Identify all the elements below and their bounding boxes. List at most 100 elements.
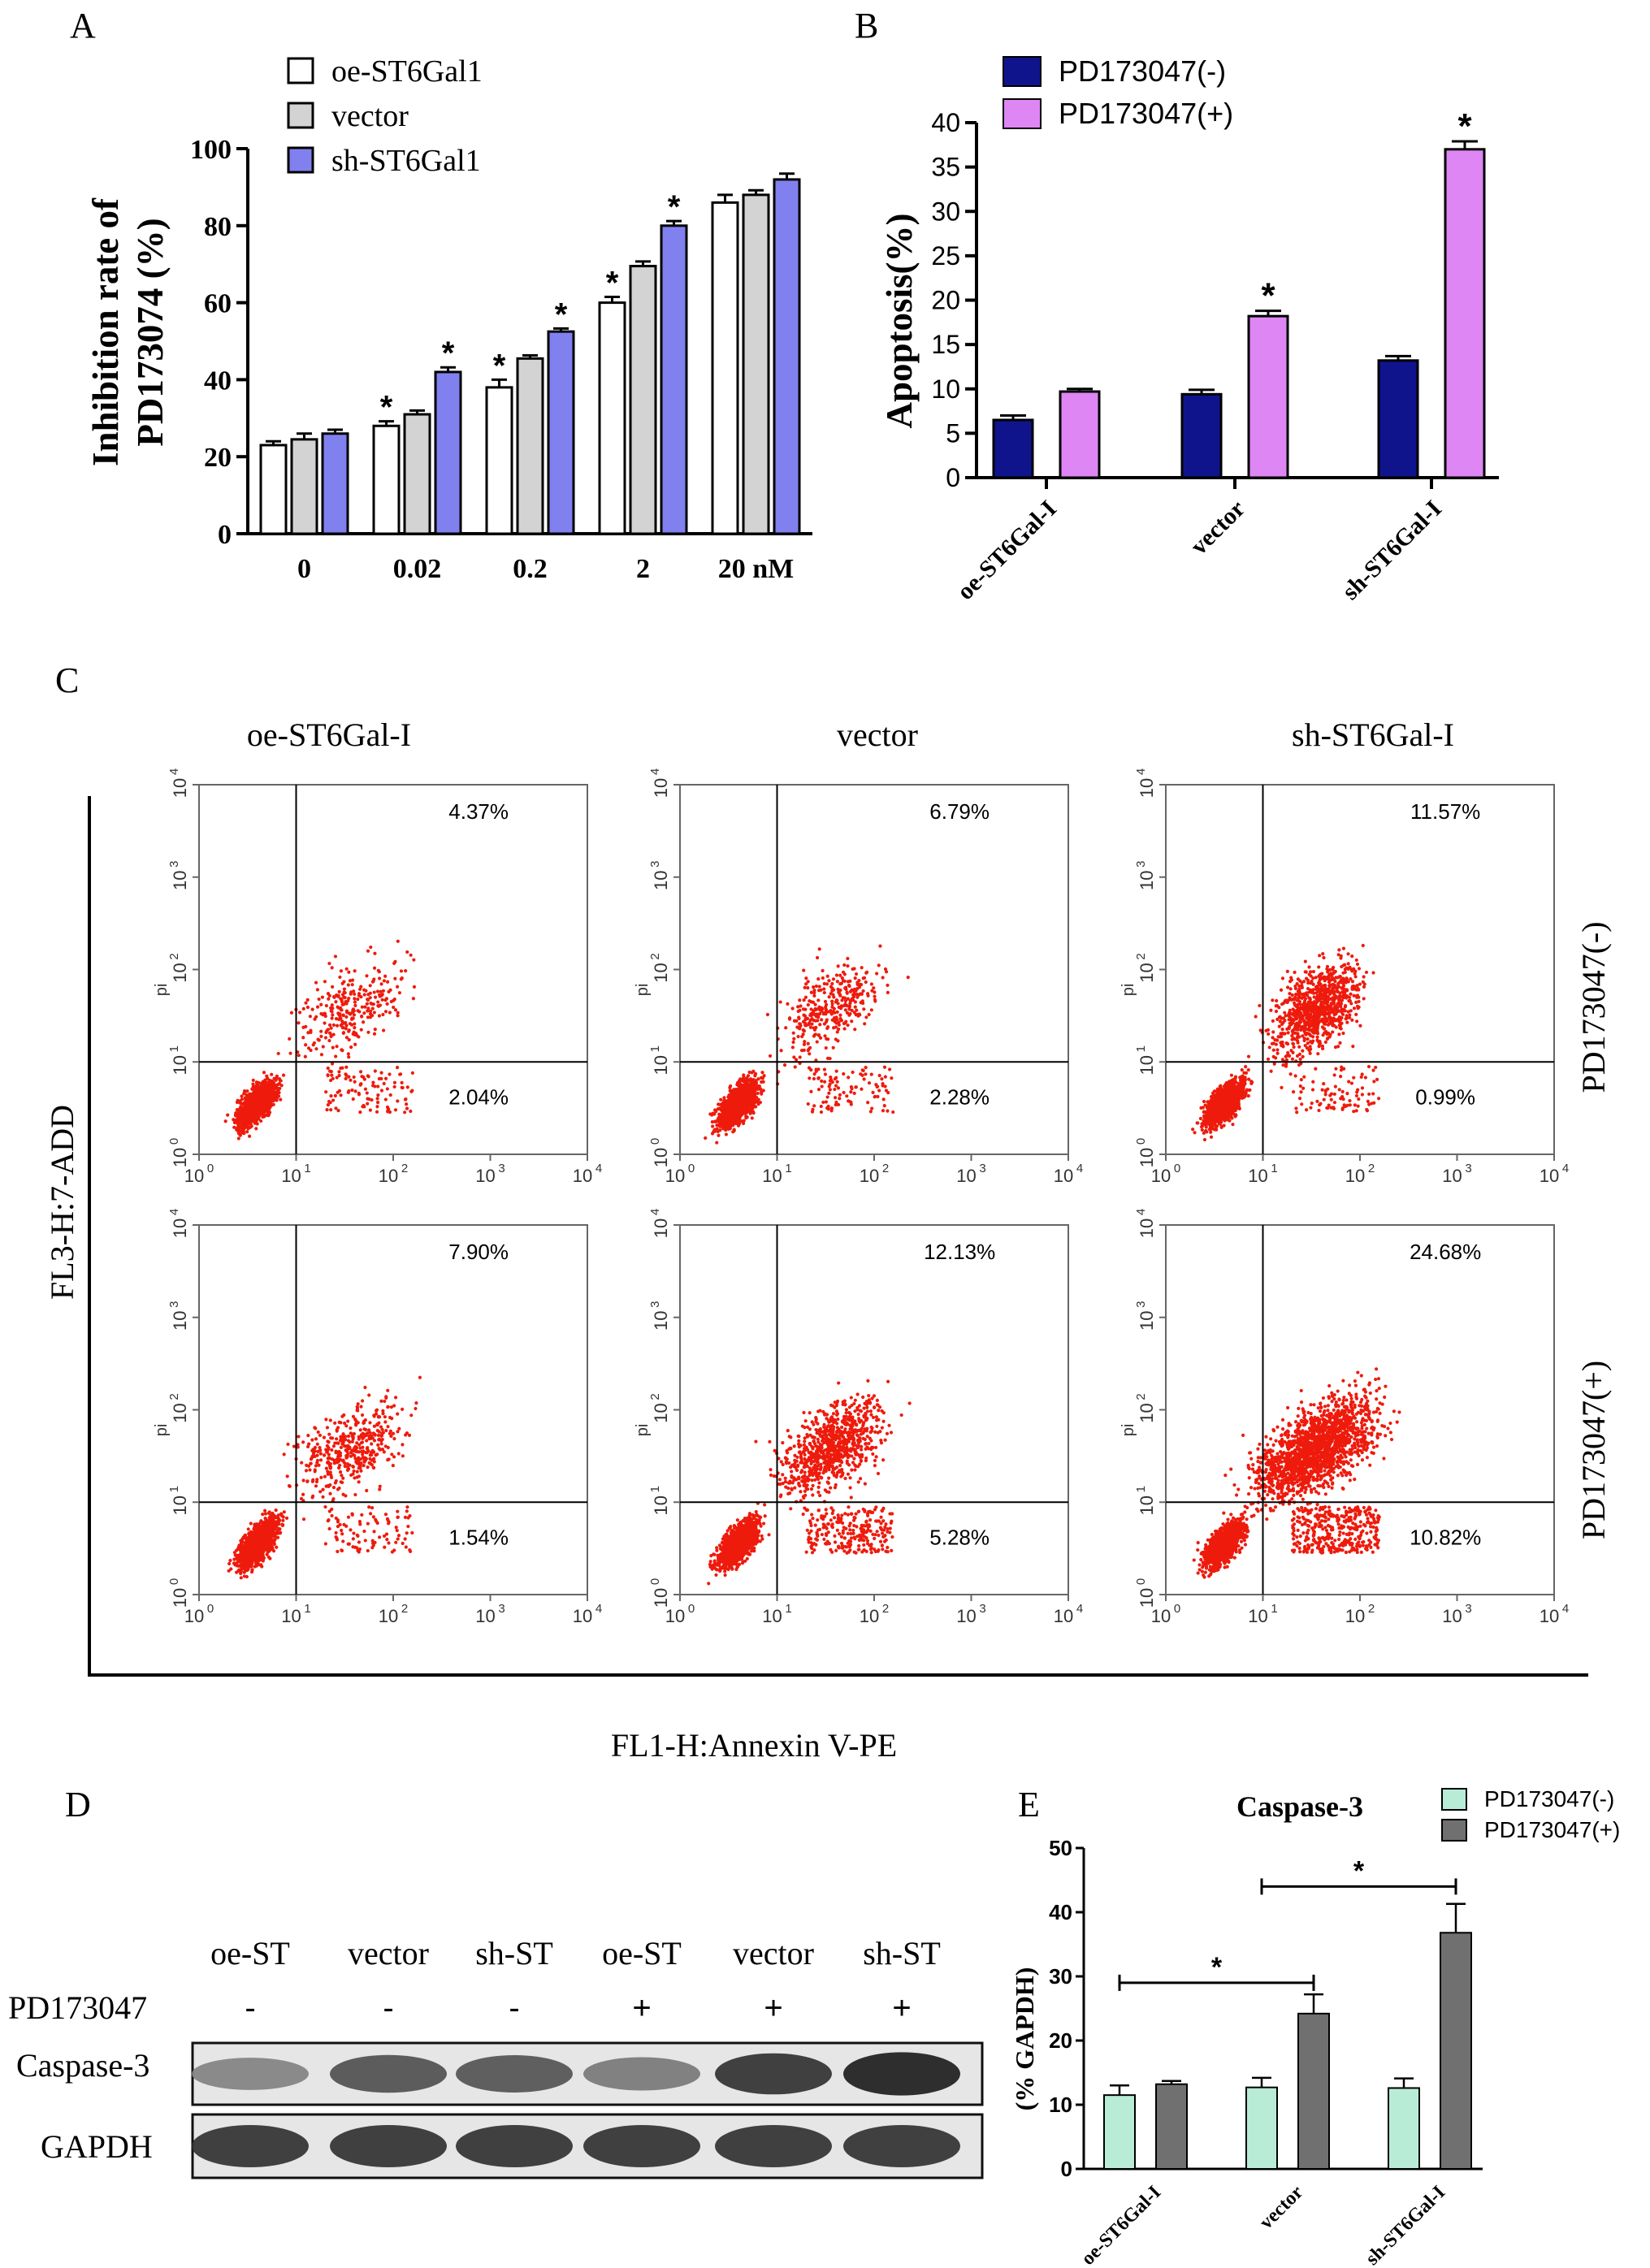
significance-star: *	[1261, 276, 1275, 316]
flow-dot	[728, 1096, 732, 1100]
flow-dot	[846, 1023, 850, 1028]
flow-dot	[411, 997, 416, 1001]
flow-dot	[1366, 1099, 1370, 1103]
x-tick-label: 0	[297, 554, 311, 584]
flow-dot	[842, 1021, 847, 1026]
flow-dot	[323, 1036, 328, 1040]
flow-dot	[1271, 1019, 1275, 1023]
flow-dot	[751, 1111, 756, 1115]
flow-dot	[1364, 970, 1369, 975]
flow-dot	[841, 970, 846, 974]
flow-dot	[340, 1019, 344, 1024]
x-tick-label: 10	[1054, 1166, 1073, 1186]
flow-dot	[738, 1106, 742, 1110]
flow-dot	[369, 1002, 373, 1006]
quadrant-upper-right-value: 4.37%	[448, 799, 509, 824]
flow-dot	[1357, 999, 1361, 1004]
flow-dot	[327, 961, 331, 966]
y-tick-exponent: 1	[167, 1045, 181, 1052]
flow-dot	[836, 1039, 840, 1043]
flow-dot	[1301, 1054, 1305, 1058]
flow-dot	[847, 984, 851, 989]
flow-dot	[828, 1088, 833, 1092]
flow-dot	[333, 954, 338, 959]
flow-dot	[816, 977, 821, 981]
y-tick-exponent: 4	[167, 768, 181, 775]
flow-dot	[873, 1095, 877, 1099]
flow-dot	[762, 1074, 766, 1078]
x-tick-label: 20 nM	[718, 554, 795, 584]
flow-dot	[1346, 962, 1350, 966]
bar	[742, 193, 770, 535]
flow-dot	[845, 1003, 849, 1008]
flow-dot	[334, 1106, 338, 1110]
flow-dot	[335, 1076, 339, 1080]
flow-dot	[368, 1009, 373, 1013]
bar	[485, 386, 513, 535]
flow-dot	[1377, 1097, 1381, 1101]
flow-dot	[399, 969, 404, 973]
flow-dot	[401, 1085, 405, 1090]
flow-dot	[397, 991, 402, 995]
flow-dot	[840, 976, 844, 980]
flow-dot	[1353, 972, 1357, 976]
flow-dot	[255, 1106, 259, 1110]
flow-dot	[1275, 1038, 1280, 1042]
flow-dot	[864, 1072, 868, 1076]
flow-dot	[869, 1072, 873, 1076]
flow-dot	[223, 1119, 227, 1123]
flow-dot	[396, 939, 400, 943]
flow-dot	[842, 1027, 847, 1031]
flow-dot	[831, 977, 836, 981]
flow-dot	[330, 966, 334, 970]
flow-dot	[1341, 1031, 1345, 1036]
flow-dot	[297, 1054, 301, 1058]
flow-dot	[1332, 1101, 1337, 1105]
flow-dot	[806, 986, 810, 990]
flow-dot	[801, 1028, 805, 1032]
flow-dot	[867, 1012, 871, 1017]
flow-dot	[1283, 1011, 1287, 1015]
flow-dot	[357, 992, 362, 996]
flow-dot	[842, 963, 847, 967]
flow-dot	[350, 1088, 354, 1093]
flow-dot	[730, 1113, 734, 1117]
flow-dot	[817, 985, 821, 989]
flow-dot	[798, 1022, 803, 1026]
flow-dot	[832, 1016, 837, 1020]
flow-dot	[847, 1007, 851, 1011]
flow-dot	[1293, 1001, 1297, 1005]
flow-dot	[353, 1089, 357, 1093]
chart-b-legend: PD173047(-)PD173047(+)	[1003, 54, 1233, 130]
flow-dot	[383, 1010, 388, 1014]
flow-dot	[259, 1119, 263, 1123]
flow-dot	[876, 1094, 880, 1099]
flow-dot	[1302, 1075, 1306, 1079]
legend-swatch	[1003, 56, 1042, 87]
flow-dot	[388, 1093, 392, 1097]
flow-dot	[330, 1062, 335, 1066]
legend-swatch	[1003, 98, 1042, 129]
flow-dot	[366, 1009, 370, 1013]
bar	[1444, 148, 1486, 479]
flow-dot	[832, 1026, 836, 1030]
flow-dot	[346, 999, 350, 1003]
flow-dot	[237, 1109, 241, 1113]
flow-dot	[717, 1112, 721, 1116]
flow-dot	[838, 1097, 842, 1101]
bar	[403, 413, 431, 535]
flow-row-title: PD173047(-)	[1575, 921, 1612, 1093]
flow-x-axis-title: FL1-H:Annexin V-PE	[611, 1727, 897, 1764]
flow-dot	[305, 998, 310, 1002]
flow-dot	[392, 1005, 396, 1010]
flow-dot	[277, 1081, 281, 1086]
flow-dot	[713, 1119, 717, 1123]
flow-dot	[396, 1011, 400, 1015]
flow-dot	[376, 1003, 380, 1008]
flow-dot	[252, 1118, 256, 1122]
flow-dot	[319, 1002, 323, 1006]
significance-star: *	[668, 189, 681, 225]
flow-dot	[854, 1085, 858, 1089]
bar	[1247, 314, 1289, 479]
